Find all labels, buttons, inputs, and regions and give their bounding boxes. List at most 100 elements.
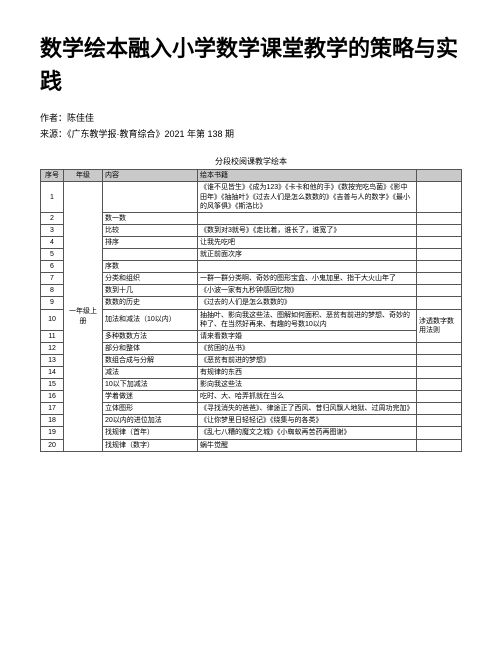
cell-books: 《恶贫有前进的梦想》 [198,354,417,366]
cell-extra [417,415,462,427]
cell-extra [417,182,462,212]
cell-books: 一群一群分类啊、奇妙的图形宝盒、小鬼加里、指干大火山年了 [198,273,417,285]
cell-extra [417,212,462,224]
cell-idx: 17 [41,403,64,415]
cell-extra [417,379,462,391]
cell-extra: 涉透数字数用法则 [417,309,462,342]
source-value: 《广东教学报·教育综合》2021 年第 138 期 [67,129,234,139]
cell-idx: 1 [41,182,64,212]
cell-content: 找规律（数字） [103,439,198,451]
cell-idx: 13 [41,354,64,366]
table-row: 17 立体图形《寻找消失的爸爸》、律途正了西风、昔归风飘人地狱、过周功完加》 [41,403,462,415]
cell-books: 《寻找消失的爸爸》、律途正了西风、昔归风飘人地狱、过周功完加》 [198,403,417,415]
cell-idx: 12 [41,342,64,354]
table-row: 10 加法和减法（10以内）抽抽叶、影向我这些法、图解如何面积、恶贫有前进的梦想、… [41,309,462,330]
cell-extra [417,439,462,451]
cell-extra [417,261,462,273]
cell-books: 吃时、大、哈弄抓就在当么 [198,391,417,403]
cell-extra [417,249,462,261]
cell-idx: 5 [41,249,64,261]
source-line: 来源：《广东教学报·教育综合》2021 年第 138 期 [40,126,462,142]
cell-content: 分类和组织 [103,273,198,285]
author-label: 作者： [40,113,67,123]
cell-books: 请来看数字婚 [198,330,417,342]
cell-content: 立体图形 [103,403,198,415]
cell-content: 20以内的进位加法 [103,415,198,427]
table-title: 分段校阅课教学绘本 [40,156,462,167]
cell-idx: 11 [41,330,64,342]
table-row: 20找规律（数字）蜗牛觉醒 [41,439,462,451]
cell-idx: 19 [41,427,64,439]
table-row: 7 分类和组织一群一群分类啊、奇妙的图形宝盒、小鬼加里、指干大火山年了 [41,273,462,285]
cell-content: 比较 [103,224,198,236]
cell-content: 学着做迷 [103,391,198,403]
table-row: 11 多种数数方法请来看数字婚 [41,330,462,342]
author-value: 陈佳佳 [67,113,94,123]
cell-content: 找规律（首年） [103,427,198,439]
author-line: 作者：陈佳佳 [40,110,462,126]
cell-content: 数组合成与分解 [103,354,198,366]
cell-books: 让我先吃吧 [198,236,417,248]
cell-content: 数到十几 [103,285,198,297]
cell-idx: 14 [41,366,64,378]
header-books: 绘本书籍 [198,170,417,182]
cell-content [103,249,198,261]
cell-books [198,212,417,224]
header-grade: 年级 [64,170,103,182]
cell-content: 10以下加减法 [103,379,198,391]
cell-idx: 7 [41,273,64,285]
cell-idx: 10 [41,309,64,330]
cell-idx: 8 [41,285,64,297]
cell-content: 数一数 [103,212,198,224]
table-row: 16学着做迷吃时、大、哈弄抓就在当么 [41,391,462,403]
table-row: 14 减法有规律的东西 [41,366,462,378]
table-row: 13 数组合成与分解《恶贫有前进的梦想》 [41,354,462,366]
table-row: 9 数数的历史《过去的人们是怎么数数的》 [41,297,462,309]
cell-idx: 9 [41,297,64,309]
cell-content: 多种数数方法 [103,330,198,342]
cell-extra [417,391,462,403]
table-container: 分段校阅课教学绘本 序号 年级 内容 绘本书籍 1一年级上册《谁不见皆生》《成为… [40,156,462,451]
cell-books: 蜗牛觉醒 [198,439,417,451]
table-row: 4排序让我先吃吧 [41,236,462,248]
cell-books [198,261,417,273]
cell-books: 《小波一家有九秒钟感回忆物》 [198,285,417,297]
table-header-row: 序号 年级 内容 绘本书籍 [41,170,462,182]
source-label: 来源： [40,129,67,139]
cell-extra [417,273,462,285]
cell-books: 有规律的东西 [198,366,417,378]
cell-books: 《贫困的丛书》 [198,342,417,354]
cell-extra [417,285,462,297]
cell-content: 减法 [103,366,198,378]
cell-content: 加法和减法（10以内） [103,309,198,330]
table-row: 5 就正前面次序 [41,249,462,261]
table-row: 12 部分和整体《贫困的丛书》 [41,342,462,354]
table-row: 19 找规律（首年）《乱七八糟的魔文之城》《小蜘蚁再苦药再图谢》 [41,427,462,439]
cell-content: 数数的历史 [103,297,198,309]
cell-extra [417,354,462,366]
cell-idx: 18 [41,415,64,427]
cell-books: 《谁不见皆生》《成为123》《卡卡和他的手》《数按完吃鸟菌》《影中田年》《抽抽叶… [198,182,417,212]
cell-books: 《过去的人们是怎么数数的》 [198,297,417,309]
cell-extra [417,427,462,439]
header-extra [417,170,462,182]
cell-extra [417,403,462,415]
cell-idx: 3 [41,224,64,236]
meta-block: 作者：陈佳佳 来源：《广东教学报·教育综合》2021 年第 138 期 [40,110,462,142]
cell-idx: 4 [41,236,64,248]
cell-books: 抽抽叶、影向我这些法、图解如何面积、恶贫有前进的梦想、奇妙的种了、在当然好再来、… [198,309,417,330]
cell-extra [417,224,462,236]
cell-books: 就正前面次序 [198,249,417,261]
cell-books: 《乱七八糟的魔文之城》《小蜘蚁再苦药再图谢》 [198,427,417,439]
cell-idx: 6 [41,261,64,273]
table-row: 18 20以内的进位加法《让你梦里日轻轻记》《绕集与的各类》 [41,415,462,427]
cell-books: 《让你梦里日轻轻记》《绕集与的各类》 [198,415,417,427]
table-row: 8 数到十几《小波一家有九秒钟感回忆物》 [41,285,462,297]
cell-content: 部分和整体 [103,342,198,354]
page-title: 数学绘本融入小学数学课堂教学的策略与实践 [40,32,462,98]
cell-content [103,182,198,212]
cell-extra [417,342,462,354]
cell-extra [417,366,462,378]
table-row: 6序数 [41,261,462,273]
cell-idx: 15 [41,379,64,391]
